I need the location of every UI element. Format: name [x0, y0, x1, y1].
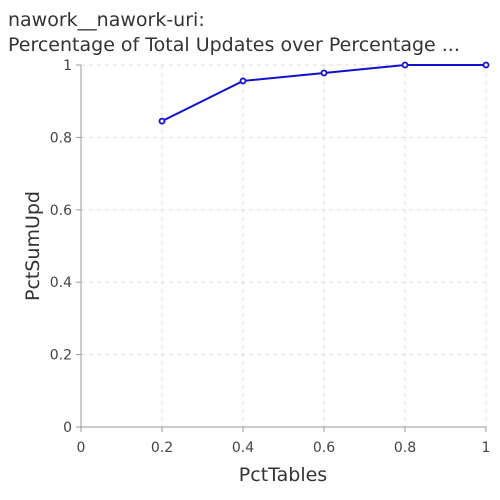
- data-point: [239, 77, 247, 85]
- chart-title: nawork__nawork-uri:: [8, 9, 205, 31]
- series-layer: [158, 61, 490, 125]
- axes: [76, 64, 487, 432]
- y-tick-label: 0.8: [50, 130, 72, 146]
- tick-labels: 0 0.2 0.4 0.6 0.8 1 0 0.2 0.4 0.6 0.8 1: [50, 58, 491, 456]
- data-point: [401, 61, 409, 69]
- x-tick-label: 0.2: [151, 440, 173, 456]
- chart-subtitle: Percentage of Total Updates over Percent…: [8, 34, 460, 56]
- y-tick-label: 0.4: [50, 275, 72, 291]
- grid-lines: [81, 64, 487, 427]
- data-point: [320, 69, 328, 77]
- x-tick-label: 1: [482, 440, 491, 456]
- x-axis-label: PctTables: [239, 464, 327, 486]
- data-point: [158, 117, 166, 125]
- x-tick-label: 0.8: [394, 440, 416, 456]
- data-point: [482, 61, 490, 69]
- y-tick-label: 0: [63, 420, 72, 436]
- x-tick-label: 0.4: [232, 440, 254, 456]
- y-axis-label: PctSumUpd: [22, 191, 44, 301]
- x-tick-label: 0.6: [313, 440, 335, 456]
- x-tick-label: 0: [77, 440, 86, 456]
- y-tick-label: 0.6: [50, 203, 72, 219]
- y-tick-label: 0.2: [50, 348, 72, 364]
- y-tick-label: 1: [63, 58, 72, 74]
